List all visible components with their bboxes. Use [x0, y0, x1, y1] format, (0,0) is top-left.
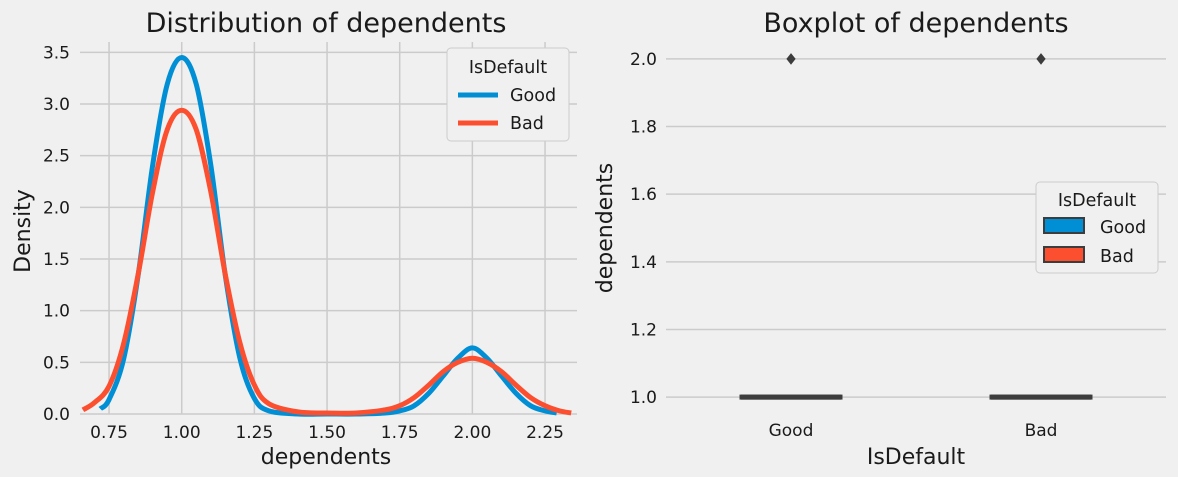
density-y-tick-label: 1.5 [43, 250, 70, 270]
box-outlier-bad [1036, 53, 1046, 65]
density-y-tick-label: 1.0 [43, 302, 70, 322]
boxplot-boxes [739, 53, 1093, 400]
boxplot-y-tick-label: 1.4 [630, 253, 657, 273]
density-y-tick-label: 3.5 [43, 43, 70, 63]
box-outlier-good [786, 53, 796, 65]
boxplot-y-tick-label: 1.0 [630, 388, 657, 408]
density-x-tick-label: 0.75 [90, 423, 128, 443]
boxplot-chart-title: Boxplot of dependents [763, 8, 1068, 39]
boxplot-legend-label-bad: Bad [1100, 247, 1134, 267]
density-chart: Distribution of dependents 0.75 1.00 1.25 1… [11, 8, 577, 470]
density-y-tick-label: 2.5 [43, 147, 70, 167]
density-x-tick-label: 1.25 [235, 423, 273, 443]
density-legend-box [446, 47, 570, 142]
box-bad [989, 53, 1093, 400]
boxplot-legend-title: IsDefault [1058, 191, 1136, 211]
density-legend-title: IsDefault [469, 58, 547, 78]
density-y-axis-label: Density [11, 189, 36, 273]
boxplot-x-tick-label: Good [769, 421, 814, 441]
density-y-tick-label: 0.5 [43, 353, 70, 373]
density-x-tick-label: 1.75 [381, 423, 419, 443]
boxplot-x-ticks: Good Bad [769, 421, 1058, 441]
density-x-tick-label: 2.00 [453, 423, 491, 443]
density-legend: IsDefault Good Bad [446, 47, 570, 142]
density-y-tick-label: 2.0 [43, 198, 70, 218]
boxplot-chart: Boxplot of dependents Good Bad 1.01.21.41… [593, 8, 1166, 470]
boxplot-y-tick-label: 1.6 [630, 185, 657, 205]
box-good [739, 53, 843, 400]
density-line-bad [81, 107, 572, 416]
boxplot-x-tick-label: Bad [1025, 421, 1058, 441]
boxplot-legend: IsDefault Good Bad [1035, 181, 1159, 274]
boxplot-y-ticks: 1.0 1.2 1.4 1.6 1.8 2.0 [630, 50, 657, 408]
density-legend-label-good: Good [510, 86, 556, 106]
boxplot-legend-swatch-bad [1043, 246, 1085, 263]
density-y-tick-label: 0.0 [43, 405, 70, 425]
density-x-ticks: 0.75 1.00 1.25 1.50 1.75 2.00 2.25 [90, 423, 564, 443]
density-x-tick-label: 1.50 [308, 423, 346, 443]
boxplot-legend-swatch-good [1043, 217, 1085, 234]
boxplot-y-tick-label: 2.0 [630, 50, 657, 70]
density-x-axis-label: dependents [261, 445, 391, 470]
density-y-tick-label: 3.0 [43, 95, 70, 115]
boxplot-y-tick-label: 1.2 [630, 320, 657, 340]
density-legend-label-bad: Bad [510, 114, 544, 134]
density-chart-title: Distribution of dependents [146, 8, 507, 39]
density-lines [81, 55, 572, 417]
boxplot-x-axis-label: IsDefault [867, 445, 966, 470]
density-x-tick-label: 1.00 [163, 423, 201, 443]
boxplot-y-tick-label: 1.8 [630, 118, 657, 138]
density-x-tick-label: 2.25 [526, 423, 564, 443]
boxplot-y-axis-label: dependents [593, 163, 618, 293]
density-y-ticks: 0.0 0.5 1.0 1.5 2.0 2.5 3.0 3.5 [43, 43, 70, 425]
boxplot-legend-label-good: Good [1100, 218, 1146, 238]
